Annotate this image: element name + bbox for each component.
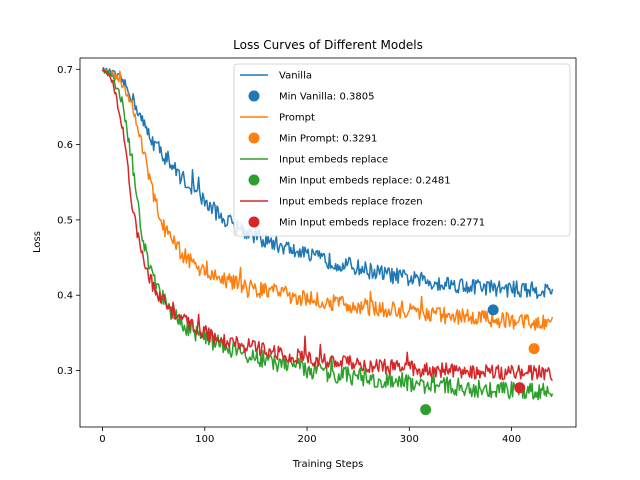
y-tick-label: 0.7	[57, 65, 73, 76]
legend-entry: Vanilla	[279, 71, 312, 82]
x-tick-label: 400	[502, 434, 521, 445]
plot-area	[101, 66, 554, 416]
axes-frame	[79, 57, 577, 428]
legend-entry-min: Min Input embeds replace: 0.2481	[279, 176, 451, 187]
min-marker	[514, 382, 526, 394]
y-tick-label: 0.4	[57, 291, 73, 302]
series-line	[102, 69, 554, 382]
legend-entry: Input embeds replace	[279, 155, 388, 166]
legend-marker-swatch	[248, 216, 260, 228]
series-line	[102, 69, 554, 401]
x-tick-label: 300	[400, 434, 419, 445]
legend-entry: Input embeds replace frozen	[279, 197, 423, 208]
legend-marker-swatch	[248, 132, 260, 144]
y-tick-label: 0.3	[57, 366, 73, 377]
x-tick-label: 100	[195, 434, 214, 445]
legend-marker-swatch	[248, 90, 260, 102]
legend-box	[233, 63, 571, 237]
y-axis-label: Loss	[32, 231, 43, 253]
legend-entry-min: Min Prompt: 0.3291	[279, 134, 377, 145]
x-axis-label: Training Steps	[292, 459, 364, 470]
legend-entry: Prompt	[279, 113, 315, 124]
x-axis: 0 100 200 300 400	[99, 427, 521, 445]
legend-entry-min: Min Vanilla: 0.3805	[279, 92, 374, 103]
legend-marker-swatch	[248, 174, 260, 186]
chart-title: Loss Curves of Different Models	[233, 38, 423, 52]
series-line	[102, 68, 554, 331]
legend-entry-min: Min Input embeds replace frozen: 0.2771	[279, 218, 485, 229]
min-marker	[528, 343, 540, 355]
y-tick-label: 0.6	[57, 140, 73, 151]
min-marker	[420, 404, 432, 416]
y-tick-label: 0.5	[57, 215, 73, 226]
x-tick-label: 0	[99, 434, 105, 445]
series-line	[101, 66, 554, 300]
y-axis: 0.3 0.4 0.5 0.6 0.7	[57, 65, 80, 377]
legend: Vanilla Min Vanilla: 0.3805 Prompt Min Prom…	[233, 63, 571, 237]
x-tick-label: 200	[297, 434, 316, 445]
min-marker	[487, 304, 499, 316]
